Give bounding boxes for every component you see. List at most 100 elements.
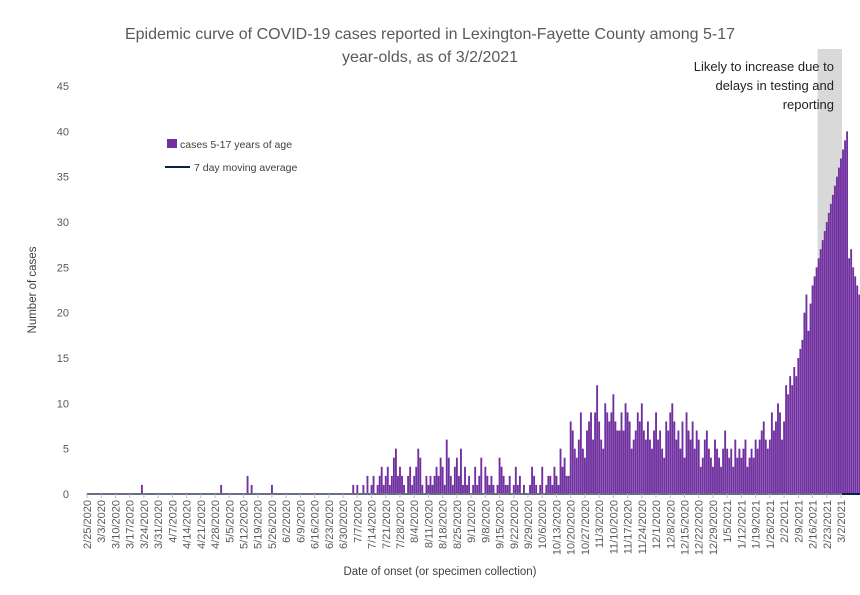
case-bar [687, 430, 690, 494]
bars-layer [140, 131, 860, 495]
case-bar [492, 484, 495, 494]
case-bar [736, 457, 739, 494]
y-tick-label: 20 [57, 308, 69, 320]
case-bar [783, 421, 786, 494]
case-bar [805, 294, 808, 494]
y-tick-label: 35 [57, 172, 69, 184]
chart-title-line-2: year-olds, as of 3/2/2021 [342, 49, 518, 66]
case-bar [691, 421, 694, 494]
case-bar [466, 484, 468, 494]
case-bar [388, 484, 391, 494]
case-bar [569, 421, 572, 494]
case-bar [801, 339, 804, 494]
case-bar [539, 484, 542, 494]
case-bar [649, 439, 651, 494]
x-tick-label: 6/2/2020 [281, 500, 293, 543]
y-axis-title: Number of cases [27, 246, 39, 333]
case-bar [716, 448, 718, 494]
case-bar [732, 466, 735, 494]
case-bar [760, 430, 763, 494]
case-bar [394, 448, 397, 494]
case-bar [612, 394, 615, 494]
case-bar [417, 448, 420, 494]
y-tick-label: 40 [57, 126, 69, 138]
case-bar [356, 484, 359, 494]
case-bar [500, 466, 503, 494]
chart-title-line-1: Epidemic curve of COVID-19 cases reporte… [125, 26, 735, 43]
case-bar [598, 421, 601, 494]
x-tick-label: 7/28/2020 [395, 500, 407, 549]
case-bar [403, 484, 405, 494]
case-bar [378, 475, 381, 494]
case-bar [714, 439, 716, 494]
case-bar [699, 466, 702, 494]
case-bar [644, 439, 647, 494]
legend: cases 5-17 years of age 7 day moving ave… [165, 139, 297, 174]
case-bar [140, 484, 143, 494]
case-bar [742, 448, 745, 494]
case-bar [712, 466, 714, 494]
case-bar [707, 448, 710, 494]
case-bar [553, 466, 556, 494]
x-tick-label: 3/24/2020 [139, 500, 151, 549]
case-bar [561, 466, 564, 494]
case-bar [809, 303, 812, 494]
case-bar [372, 475, 375, 494]
case-bar [815, 267, 818, 494]
case-bar [384, 475, 387, 494]
case-bar [397, 475, 399, 494]
case-bar [746, 466, 749, 494]
case-bar [626, 412, 629, 494]
case-bar [529, 484, 531, 494]
x-tick-label: 5/19/2020 [253, 500, 265, 549]
case-bar [474, 466, 477, 494]
y-tick-label: 0 [63, 489, 69, 501]
case-bar [677, 430, 680, 494]
x-tick-label: 8/4/2020 [409, 500, 421, 543]
case-bar [451, 484, 454, 494]
x-tick-label: 12/29/2020 [708, 500, 720, 555]
case-bar [823, 231, 826, 495]
x-tick-label: 1/26/2021 [765, 500, 777, 549]
case-bar [787, 394, 790, 494]
case-bar [586, 430, 588, 494]
case-bar [630, 448, 633, 494]
case-bar [579, 412, 582, 494]
case-bar [575, 457, 578, 494]
case-bar [376, 484, 379, 494]
case-bar [581, 448, 584, 494]
case-bar [624, 403, 627, 494]
case-bar [588, 421, 590, 494]
x-tick-label: 4/14/2020 [182, 500, 194, 549]
case-bar [447, 457, 450, 494]
case-bar [858, 294, 860, 494]
case-bar [657, 439, 660, 494]
case-bar [352, 484, 355, 494]
case-bar [821, 240, 824, 494]
case-bar [638, 421, 641, 494]
case-bar [523, 484, 525, 494]
case-bar [827, 212, 830, 494]
case-bar [744, 439, 747, 494]
case-bar [740, 457, 743, 494]
case-bar [703, 439, 706, 494]
case-bar [486, 475, 489, 494]
case-bar [748, 457, 751, 494]
x-tick-label: 1/5/2021 [722, 500, 734, 543]
case-bar [541, 466, 544, 494]
x-tick-label: 1/19/2021 [751, 500, 763, 549]
case-bar [457, 475, 460, 494]
x-tick-label: 3/17/2020 [125, 500, 137, 549]
x-tick-label: 6/9/2020 [295, 500, 307, 543]
case-bar [722, 448, 725, 494]
case-bar [634, 430, 637, 494]
case-bar [797, 358, 800, 494]
case-bar [665, 421, 668, 494]
case-bar [622, 430, 625, 494]
case-bar [392, 457, 395, 494]
case-bar [516, 484, 519, 494]
case-bar [819, 249, 822, 494]
legend-line-label: 7 day moving average [194, 162, 297, 174]
case-bar [833, 185, 836, 494]
